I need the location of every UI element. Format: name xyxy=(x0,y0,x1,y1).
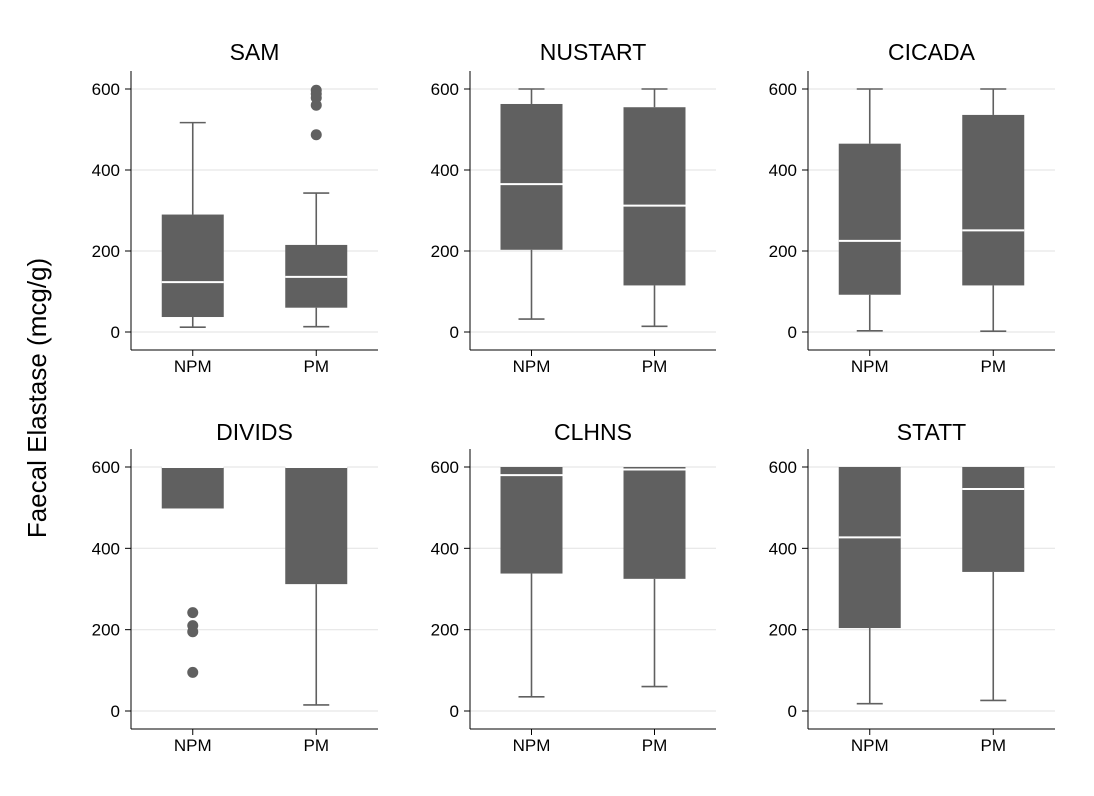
box-pm: PM xyxy=(962,88,1025,376)
y-tick-label: 0 xyxy=(788,702,797,721)
y-tick-label: 0 xyxy=(788,323,797,342)
y-tick-label: 600 xyxy=(769,458,797,477)
panel-title: NUSTART xyxy=(540,39,647,65)
y-tick-label: 200 xyxy=(92,242,120,261)
y-tick-label: 400 xyxy=(431,539,459,558)
x-tick-label: NPM xyxy=(513,736,551,755)
panel-sam: SAM 0 200 400 600 NPM PM xyxy=(92,39,378,376)
y-tick-label: 400 xyxy=(769,161,797,180)
outlier-point xyxy=(187,666,199,678)
box-npm: NPM xyxy=(838,88,901,376)
outlier-point xyxy=(187,607,199,619)
iqr-box xyxy=(161,467,224,509)
y-tick-label: 0 xyxy=(111,702,120,721)
panel-nustart: NUSTART 0 200 400 600 NPM PM xyxy=(431,39,716,376)
y-tick-label: 400 xyxy=(92,539,120,558)
panel-divids: DIVIDS 0 200 400 600 NPM PM xyxy=(92,419,378,755)
iqr-box xyxy=(838,467,901,629)
outlier-point xyxy=(187,620,199,632)
iqr-box xyxy=(962,114,1025,286)
y-tick-label: 0 xyxy=(450,323,459,342)
outlier-point xyxy=(310,129,322,141)
x-tick-label: NPM xyxy=(513,357,551,376)
iqr-box xyxy=(623,467,686,579)
panel-title: DIVIDS xyxy=(216,419,293,445)
panels: SAM 0 200 400 600 NPM PM NUSTART 0 200 400 600 NPM PM… xyxy=(92,39,1055,755)
y-axis-label: Faecal Elastase (mcg/g) xyxy=(22,258,52,538)
panel-title: CLHNS xyxy=(554,419,632,445)
panel-title: SAM xyxy=(230,39,280,65)
box-npm: NPM xyxy=(500,467,563,755)
y-tick-label: 200 xyxy=(769,242,797,261)
x-tick-label: NPM xyxy=(851,357,889,376)
box-npm: NPM xyxy=(161,466,224,755)
y-tick-label: 600 xyxy=(92,458,120,477)
y-tick-label: 200 xyxy=(431,621,459,640)
iqr-box xyxy=(838,143,901,295)
box-npm: NPM xyxy=(838,467,901,755)
box-npm: NPM xyxy=(161,121,224,376)
panel-clhns: CLHNS 0 200 400 600 NPM PM xyxy=(431,419,716,755)
y-tick-label: 0 xyxy=(450,702,459,721)
y-tick-label: 0 xyxy=(111,323,120,342)
y-tick-label: 600 xyxy=(431,80,459,99)
x-tick-label: PM xyxy=(304,357,330,376)
iqr-box xyxy=(285,467,348,585)
x-tick-label: PM xyxy=(304,736,330,755)
y-tick-label: 600 xyxy=(431,458,459,477)
x-tick-label: PM xyxy=(981,736,1007,755)
x-tick-label: NPM xyxy=(174,357,212,376)
y-tick-label: 600 xyxy=(92,80,120,99)
panel-cicada: CICADA 0 200 400 600 NPM PM xyxy=(769,39,1055,376)
box-pm: PM xyxy=(285,84,348,376)
box-pm: PM xyxy=(962,467,1025,755)
x-tick-label: PM xyxy=(642,357,668,376)
x-tick-label: NPM xyxy=(174,736,212,755)
outlier-point xyxy=(310,84,322,96)
box-pm: PM xyxy=(623,467,686,755)
y-tick-label: 200 xyxy=(92,621,120,640)
iqr-box xyxy=(161,214,224,318)
x-tick-label: PM xyxy=(642,736,668,755)
iqr-box xyxy=(623,107,686,286)
y-tick-label: 600 xyxy=(769,80,797,99)
panel-title: STATT xyxy=(897,419,966,445)
box-pm: PM xyxy=(285,466,348,755)
box-npm: NPM xyxy=(500,88,563,376)
iqr-box xyxy=(500,467,563,574)
x-tick-label: PM xyxy=(981,357,1007,376)
y-tick-label: 400 xyxy=(431,161,459,180)
panel-title: CICADA xyxy=(888,39,976,65)
iqr-box xyxy=(500,103,563,250)
iqr-box xyxy=(962,467,1025,572)
box-pm: PM xyxy=(623,88,686,376)
y-tick-label: 400 xyxy=(92,161,120,180)
panel-statt: STATT 0 200 400 600 NPM PM xyxy=(769,419,1055,755)
y-tick-label: 200 xyxy=(431,242,459,261)
y-tick-label: 200 xyxy=(769,621,797,640)
y-tick-label: 400 xyxy=(769,539,797,558)
x-tick-label: NPM xyxy=(851,736,889,755)
